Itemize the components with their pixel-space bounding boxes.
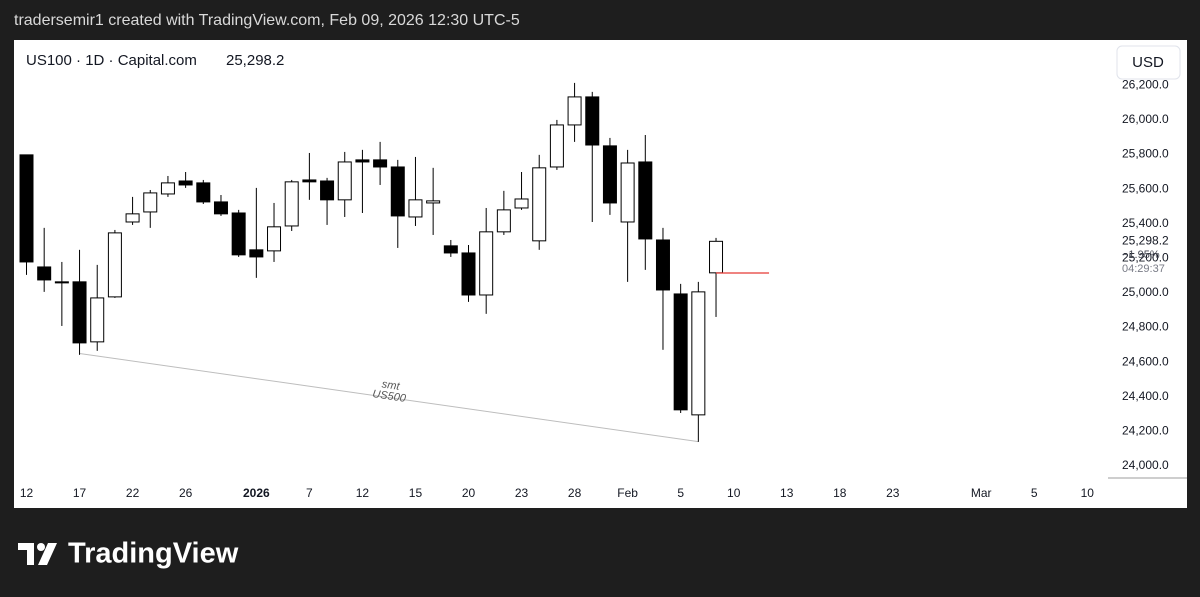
candle-body [249, 249, 264, 258]
candle-body [178, 180, 193, 186]
x-tick-label: 15 [409, 486, 423, 500]
candle-body [514, 198, 529, 209]
candle-body [426, 200, 441, 204]
trendline-label: US500 [372, 388, 408, 405]
y-tick-label: 25,200.0 [1122, 250, 1169, 264]
candle-body [655, 239, 670, 291]
candle-body [585, 96, 600, 146]
x-tick-label: 22 [126, 486, 140, 500]
candle-body [532, 167, 547, 242]
x-tick-label: 7 [306, 486, 313, 500]
x-tick-label: 5 [677, 486, 684, 500]
currency-button[interactable] [1116, 45, 1181, 80]
x-tick-label: 23 [515, 486, 529, 500]
candle-body [408, 199, 423, 218]
candle-body [19, 154, 34, 263]
y-tick-label: 24,400.0 [1122, 389, 1169, 403]
logo-icon [38, 543, 57, 565]
candle-body [196, 182, 211, 203]
candle-body [479, 231, 494, 296]
y-tick-label: 25,800.0 [1122, 147, 1169, 161]
y-tick-label: 25,400.0 [1122, 216, 1169, 230]
trendline-label: smt [381, 378, 401, 393]
change-label: −1.95% [1122, 249, 1160, 261]
candle-body [373, 159, 388, 168]
x-tick-label: 20 [462, 486, 476, 500]
candle-body [443, 245, 458, 254]
x-tick-label: 10 [1081, 486, 1095, 500]
candle-body [267, 226, 282, 252]
chart-panel [14, 40, 1187, 508]
logo-icon [37, 543, 45, 551]
logo [18, 543, 57, 565]
x-tick-label: 13 [780, 486, 794, 500]
candle-body [496, 209, 511, 233]
x-tick-label: 12 [356, 486, 370, 500]
candle-body [638, 161, 653, 240]
x-tick-label: 2026 [243, 486, 270, 500]
candle-body [231, 212, 246, 256]
y-tick-label: 24,800.0 [1122, 320, 1169, 334]
y-tick-label: 26,000.0 [1122, 112, 1169, 126]
x-tick-label: Mar [971, 486, 992, 500]
x-tick-label: 10 [727, 486, 741, 500]
candle-body [37, 266, 52, 281]
candle-body [72, 281, 87, 344]
x-tick-label: 12 [20, 486, 34, 500]
candle-body [549, 124, 564, 168]
candle-body [125, 213, 140, 223]
candle-body [567, 96, 582, 126]
candle-body [461, 252, 476, 296]
x-tick-label: 23 [886, 486, 900, 500]
candle-body [90, 297, 105, 343]
candle-body [302, 179, 317, 183]
x-tick-label: 17 [73, 486, 87, 500]
last-price-label: 25,298.2 [1122, 233, 1169, 247]
candle-body [673, 293, 688, 411]
x-tick-label: 26 [179, 486, 193, 500]
candle-body [620, 162, 635, 223]
candle-body [107, 232, 122, 298]
y-tick-label: 24,600.0 [1122, 354, 1169, 368]
countdown: 04:29:37 [1122, 263, 1165, 275]
y-tick-label: 24,200.0 [1122, 423, 1169, 437]
y-tick-label: 24,000.0 [1122, 458, 1169, 472]
candle-body [691, 291, 706, 416]
x-tick-label: Feb [617, 486, 638, 500]
y-tick-label: 26,200.0 [1122, 77, 1169, 91]
logo-icon [18, 543, 34, 565]
candle-body [143, 192, 158, 213]
candle-body [320, 180, 335, 201]
candle-body [284, 181, 299, 227]
candle-body [337, 161, 352, 201]
candle-body [213, 201, 228, 215]
trendline [79, 352, 699, 443]
y-tick-label: 25,600.0 [1122, 181, 1169, 195]
candle-body [355, 159, 370, 163]
y-tick-label: 25,000.0 [1122, 285, 1169, 299]
x-tick-label: 28 [568, 486, 582, 500]
candle-body [709, 240, 724, 274]
candle-body [390, 166, 405, 217]
x-tick-label: 5 [1031, 486, 1038, 500]
candle-body [602, 145, 617, 204]
x-tick-label: 18 [833, 486, 847, 500]
credit: tradersemir1 created with TradingView.co… [14, 12, 520, 29]
brand: TradingView [68, 538, 239, 570]
last-price-header: 25,298.2 [226, 52, 284, 69]
candle-body [160, 182, 175, 195]
chart-title: US100 · 1D · Capital.com [26, 52, 197, 69]
currency[interactable]: USD [1132, 54, 1164, 71]
candle-body [54, 281, 69, 284]
